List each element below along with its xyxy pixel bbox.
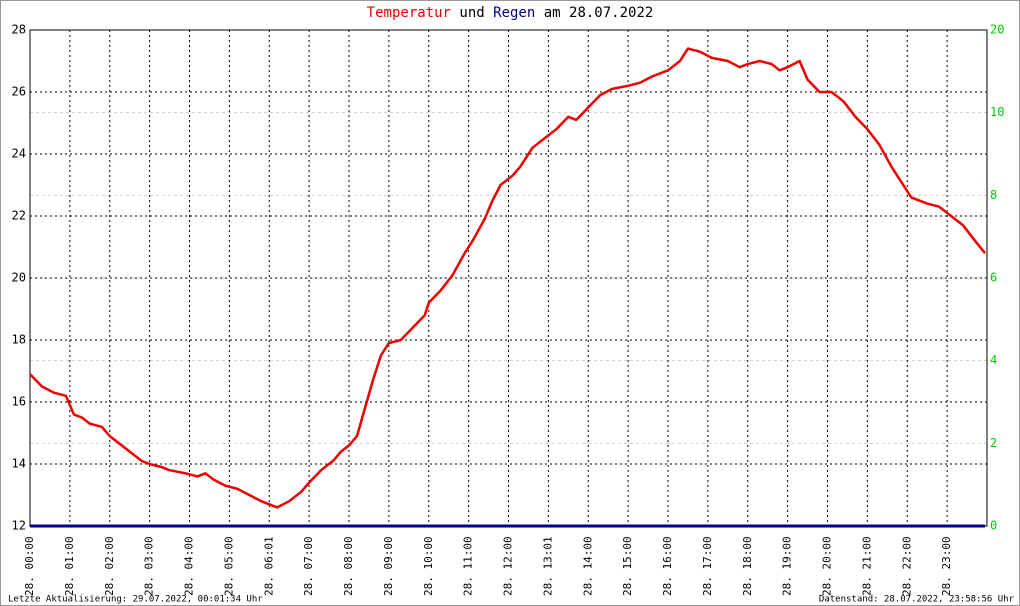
x-tick-label: 28. 19:00 (781, 536, 794, 596)
x-tick-label: 28. 21:00 (860, 536, 873, 596)
y-tick-label: 24 (12, 147, 26, 161)
title-and: und (459, 5, 484, 21)
x-tick-label: 28. 04:00 (183, 536, 196, 596)
y2-tick-label: 4 (990, 353, 997, 367)
x-tick-label: 28. 15:00 (621, 536, 634, 596)
y2-tick-label: 0 (990, 519, 997, 533)
y2-tick-label: 6 (990, 271, 997, 285)
title-date: am 28.07.2022 (544, 5, 654, 21)
x-tick-label: 28. 00:00 (23, 536, 36, 596)
y2-tick-label: 8 (990, 188, 997, 202)
y2-tick-label: 20 (990, 23, 1004, 37)
title-temperature: Temperatur (367, 5, 451, 21)
footer-right: Datenstand: 28.07.2022, 23:58:56 Uhr (819, 595, 1015, 605)
x-tick-label: 28. 17:00 (701, 536, 714, 596)
x-tick-label: 28. 09:00 (382, 536, 395, 596)
x-tick-label: 28. 10:00 (422, 536, 435, 596)
x-tick-label: 28. 18:00 (741, 536, 754, 596)
y2-tick-label: 10 (990, 105, 1004, 119)
y-tick-label: 12 (12, 519, 26, 533)
y-tick-label: 26 (12, 85, 26, 99)
x-tick-label: 28. 22:00 (900, 536, 913, 596)
x-tick-label: 28. 06:01 (262, 536, 275, 596)
y-tick-label: 18 (12, 333, 26, 347)
y-tick-label: 28 (12, 23, 26, 37)
x-tick-label: 28. 08:00 (342, 536, 355, 596)
y-tick-label: 14 (12, 457, 26, 471)
x-tick-label: 28. 03:00 (143, 536, 156, 596)
x-tick-label: 28. 05:00 (222, 536, 235, 596)
y-tick-label: 22 (12, 209, 26, 223)
chart-title: Temperatur und Regen am 28.07.2022 (367, 5, 654, 21)
footer-left: Letzte Aktualisierung: 29.07.2022, 00:01… (8, 595, 263, 605)
x-tick-label: 28. 13:01 (541, 536, 554, 596)
x-tick-label: 28. 02:00 (103, 536, 116, 596)
x-tick-label: 28. 07:00 (302, 536, 315, 596)
x-tick-label: 28. 20:00 (821, 536, 834, 596)
x-tick-label: 28. 11:00 (462, 536, 475, 596)
x-tick-label: 28. 14:00 (581, 536, 594, 596)
series-line (29, 47, 986, 509)
y-tick-label: 16 (12, 395, 26, 409)
x-tick-label: 28. 12:00 (502, 536, 515, 596)
y2-tick-label: 2 (990, 436, 997, 450)
title-rain: Regen (493, 5, 535, 21)
x-tick-label: 28. 01:00 (63, 536, 76, 596)
x-tick-label: 28. 23:00 (940, 536, 953, 596)
x-tick-label: 28. 16:00 (661, 536, 674, 596)
y-tick-label: 20 (12, 271, 26, 285)
